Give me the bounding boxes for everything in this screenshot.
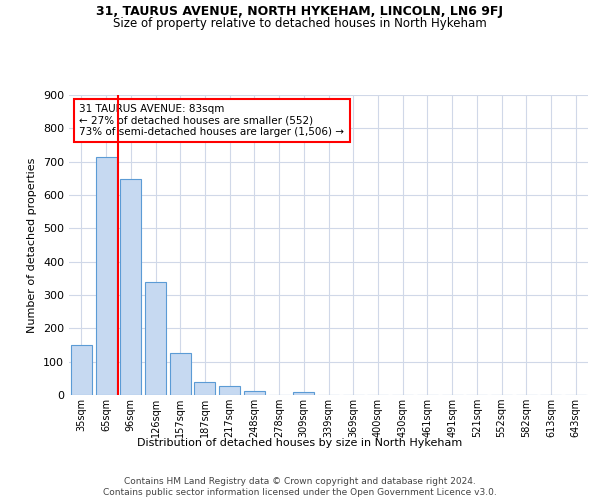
Text: 31, TAURUS AVENUE, NORTH HYKEHAM, LINCOLN, LN6 9FJ: 31, TAURUS AVENUE, NORTH HYKEHAM, LINCOL… [97,5,503,18]
Text: Contains HM Land Registry data © Crown copyright and database right 2024.
Contai: Contains HM Land Registry data © Crown c… [103,478,497,497]
Bar [244,391,265,395]
Bar [219,386,240,395]
Bar [145,282,166,395]
Text: Size of property relative to detached houses in North Hykeham: Size of property relative to detached ho… [113,18,487,30]
Bar [120,179,141,395]
Bar [71,345,92,395]
Bar [170,354,191,395]
Text: 31 TAURUS AVENUE: 83sqm
← 27% of detached houses are smaller (552)
73% of semi-d: 31 TAURUS AVENUE: 83sqm ← 27% of detache… [79,104,344,137]
Y-axis label: Number of detached properties: Number of detached properties [28,158,37,332]
Bar [293,392,314,395]
Bar [194,382,215,395]
Bar [95,156,116,395]
Text: Distribution of detached houses by size in North Hykeham: Distribution of detached houses by size … [137,438,463,448]
